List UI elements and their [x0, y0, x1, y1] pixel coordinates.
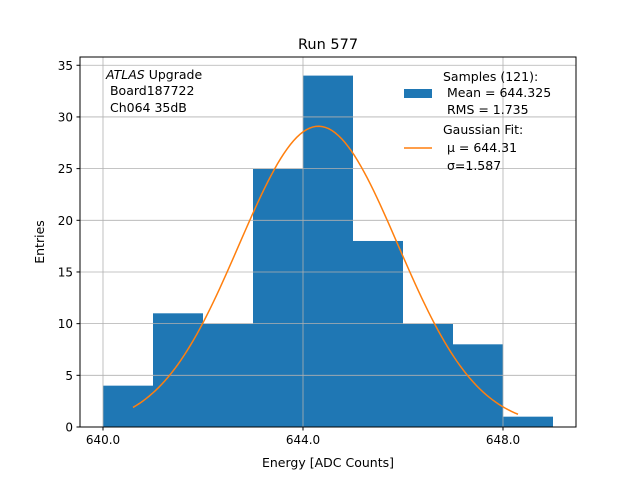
plot-frame: [79, 56, 577, 428]
svg-text:ATLAS Upgrade: ATLAS Upgrade: [105, 67, 202, 82]
y-tick-label: 30: [58, 110, 73, 124]
y-tick-label: 5: [65, 369, 73, 383]
y-tick-label: 20: [58, 214, 73, 228]
annotation-line1: Upgrade: [145, 67, 203, 82]
x-axis-label: Energy [ADC Counts]: [262, 455, 394, 470]
y-tick-label: 0: [65, 421, 73, 435]
histogram-bar: [153, 313, 203, 427]
annotation: ATLAS Upgrade Board187722 Ch064 35dB: [105, 67, 202, 115]
legend-fit-sigma: σ=1.587: [443, 158, 501, 173]
histogram-bar: [503, 416, 553, 427]
legend-fit-title: Gaussian Fit:: [443, 122, 523, 137]
histogram-bar: [353, 240, 403, 427]
annotation-line2: Board187722: [106, 83, 194, 98]
legend-samples-rms: RMS = 1.735: [443, 102, 529, 117]
legend-samples-swatch: [404, 89, 432, 98]
x-tick-label: 648.0: [486, 433, 520, 447]
legend-samples-mean: Mean = 644.325: [443, 85, 551, 100]
histogram-bar: [453, 344, 503, 427]
legend-samples-title: Samples (121):: [443, 69, 538, 84]
y-tick-label: 35: [58, 59, 73, 73]
y-tick-label: 15: [58, 265, 73, 279]
histogram-bar: [253, 168, 303, 427]
histogram-bar: [103, 385, 153, 427]
legend: Samples (121): Mean = 644.325 RMS = 1.73…: [404, 69, 551, 173]
y-axis-label: Entries: [32, 220, 47, 264]
y-tick-label: 10: [58, 317, 73, 331]
gaussian-fit-line: [132, 125, 519, 415]
annotation-line3: Ch064 35dB: [106, 100, 187, 115]
y-tick-label: 25: [58, 162, 73, 176]
x-tick-label: 640.0: [86, 433, 120, 447]
legend-fit-mu: μ = 644.31: [443, 140, 517, 155]
chart-title: Run 577: [298, 37, 358, 53]
histogram-bar: [303, 75, 353, 427]
annotation-italic: ATLAS: [105, 67, 145, 82]
x-tick-label: 644.0: [286, 433, 320, 447]
